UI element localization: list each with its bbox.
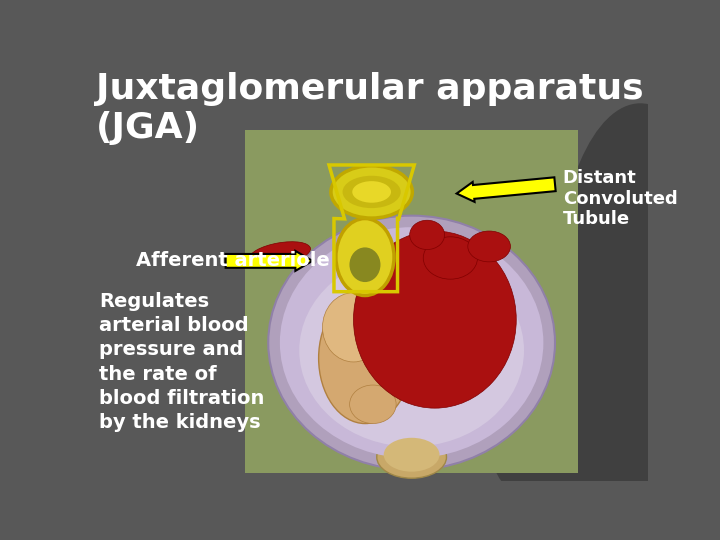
Text: Juxtaglomerular apparatus: Juxtaglomerular apparatus (96, 72, 644, 106)
Ellipse shape (336, 219, 394, 295)
Ellipse shape (423, 237, 477, 279)
Ellipse shape (377, 436, 446, 478)
Ellipse shape (350, 385, 396, 423)
Ellipse shape (493, 396, 710, 519)
Ellipse shape (319, 293, 412, 423)
Ellipse shape (300, 254, 524, 447)
Ellipse shape (269, 215, 555, 470)
Ellipse shape (249, 242, 310, 266)
Ellipse shape (354, 231, 516, 408)
Ellipse shape (349, 247, 380, 282)
Ellipse shape (468, 231, 510, 262)
FancyArrow shape (456, 177, 556, 202)
Bar (384, 442, 439, 465)
Ellipse shape (352, 181, 391, 202)
Text: Afferent arteriole: Afferent arteriole (137, 252, 330, 271)
FancyArrow shape (225, 251, 312, 271)
Ellipse shape (384, 438, 439, 471)
Ellipse shape (555, 103, 720, 504)
Ellipse shape (280, 227, 544, 458)
Ellipse shape (323, 293, 384, 362)
Text: Regulates
arterial blood
pressure and
the rate of
blood filtration
by the kidney: Regulates arterial blood pressure and th… (99, 292, 265, 432)
Bar (245, 130, 578, 473)
Ellipse shape (331, 166, 413, 218)
Text: Distant
Convoluted
Tubule: Distant Convoluted Tubule (563, 169, 678, 228)
Ellipse shape (343, 176, 401, 208)
Ellipse shape (410, 220, 444, 249)
Text: (JGA): (JGA) (96, 111, 200, 145)
